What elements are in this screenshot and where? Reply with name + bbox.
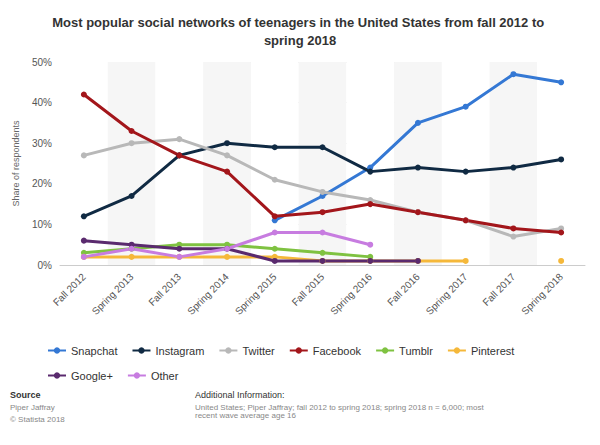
- svg-text:Other: Other: [151, 370, 179, 382]
- svg-text:10%: 10%: [32, 219, 52, 230]
- svg-text:Most popular social networks o: Most popular social networks of teenager…: [52, 15, 548, 30]
- svg-text:Spring 2016: Spring 2016: [328, 271, 374, 317]
- svg-text:20%: 20%: [32, 178, 52, 189]
- svg-text:Google+: Google+: [71, 370, 113, 382]
- svg-text:Share of respondents: Share of respondents: [11, 120, 21, 207]
- svg-text:Fall 2016: Fall 2016: [385, 271, 422, 308]
- svg-text:© Statista 2018: © Statista 2018: [10, 415, 65, 424]
- svg-text:Twitter: Twitter: [242, 345, 275, 357]
- svg-text:50%: 50%: [32, 57, 52, 68]
- svg-text:spring 2018: spring 2018: [264, 33, 336, 48]
- svg-text:Pinterest: Pinterest: [471, 345, 514, 357]
- svg-text:Piper Jaffray: Piper Jaffray: [10, 403, 55, 412]
- svg-text:Fall 2015: Fall 2015: [290, 271, 327, 308]
- svg-text:Tumblr: Tumblr: [399, 345, 433, 357]
- svg-text:Spring 2017: Spring 2017: [424, 271, 470, 317]
- svg-text:Fall 2012: Fall 2012: [51, 271, 88, 308]
- svg-text:Fall 2013: Fall 2013: [146, 271, 183, 308]
- svg-text:Additional Information:: Additional Information:: [195, 390, 285, 400]
- svg-text:Facebook: Facebook: [313, 345, 362, 357]
- svg-text:Spring 2014: Spring 2014: [185, 271, 231, 317]
- svg-text:Spring 2015: Spring 2015: [233, 271, 279, 317]
- svg-text:Snapchat: Snapchat: [71, 345, 117, 357]
- svg-text:United States; Piper Jaffray;: United States; Piper Jaffray; fall 2012 …: [195, 402, 486, 412]
- svg-text:Spring 2018: Spring 2018: [519, 271, 565, 317]
- svg-text:Spring 2013: Spring 2013: [90, 271, 136, 317]
- svg-text:Source: Source: [10, 390, 41, 400]
- svg-text:Instagram: Instagram: [155, 345, 204, 357]
- svg-text:0%: 0%: [38, 260, 53, 271]
- svg-text:recent wave average age 16: recent wave average age 16: [195, 411, 297, 420]
- svg-text:Fall 2017: Fall 2017: [480, 271, 517, 308]
- svg-text:40%: 40%: [32, 97, 52, 108]
- svg-text:30%: 30%: [32, 138, 52, 149]
